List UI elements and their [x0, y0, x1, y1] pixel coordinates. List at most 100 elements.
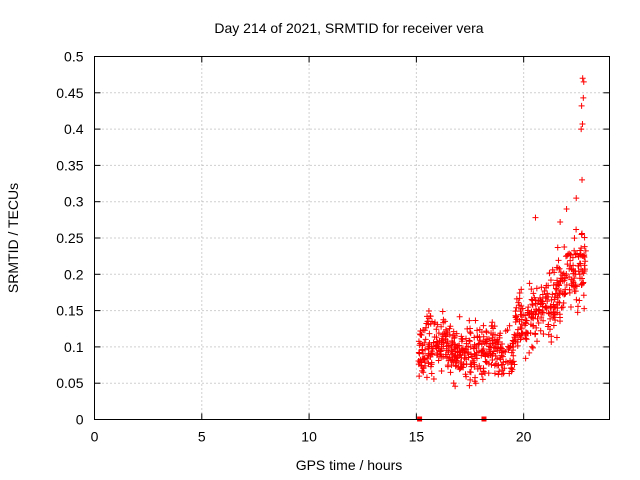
data-point — [522, 335, 529, 342]
data-point — [562, 274, 569, 281]
data-point — [428, 370, 435, 377]
data-point — [519, 305, 526, 312]
data-point — [427, 363, 434, 370]
data-point — [439, 331, 446, 338]
data-point — [540, 317, 547, 324]
data-point — [522, 312, 529, 319]
data-point — [557, 318, 564, 325]
data-point — [557, 288, 564, 295]
data-point — [512, 332, 519, 339]
data-point — [488, 323, 495, 330]
data-point — [559, 304, 566, 311]
grid — [94, 56, 610, 420]
data-point — [535, 320, 542, 327]
data-point — [581, 243, 588, 250]
data-point — [482, 338, 489, 345]
data-point — [563, 205, 570, 212]
data-point — [451, 345, 458, 352]
y-tick-label: 0.4 — [64, 121, 84, 137]
data-point — [464, 325, 471, 332]
x-axis-label: GPS time / hours — [296, 457, 403, 473]
data-point — [580, 94, 587, 101]
plot-frame — [94, 56, 610, 420]
data-point — [513, 295, 520, 302]
data-point — [579, 176, 586, 183]
data-point — [420, 364, 427, 371]
data-point — [547, 277, 554, 284]
y-tick-label: 0.15 — [56, 303, 83, 319]
data-point — [506, 322, 513, 329]
data-point — [550, 313, 557, 320]
data-point — [420, 369, 427, 376]
x-tick-label: 10 — [301, 429, 317, 445]
data-point — [533, 285, 540, 292]
data-point — [444, 338, 451, 345]
data-point — [534, 300, 541, 307]
data-point — [440, 319, 447, 326]
data-point — [474, 327, 481, 334]
data-points — [415, 75, 589, 422]
data-point — [489, 319, 496, 326]
data-point — [492, 343, 499, 350]
data-point — [435, 357, 442, 364]
data-point — [430, 339, 437, 346]
data-point — [431, 333, 438, 340]
data-point — [550, 282, 557, 289]
data-point — [574, 303, 581, 310]
y-tick-label: 0 — [76, 412, 84, 428]
data-point — [581, 305, 588, 312]
data-point — [467, 330, 474, 337]
data-point — [534, 338, 541, 345]
data-point — [528, 308, 535, 315]
data-point — [542, 295, 549, 302]
y-tick-label: 0.3 — [64, 194, 84, 210]
data-point — [426, 330, 433, 337]
data-point — [415, 349, 422, 356]
data-point — [563, 281, 570, 288]
data-point — [479, 376, 486, 383]
data-point — [476, 340, 483, 347]
data-point — [538, 314, 545, 321]
data-point — [495, 339, 502, 346]
data-point — [458, 364, 465, 371]
data-point — [496, 368, 503, 375]
x-tick-label: 20 — [516, 429, 532, 445]
data-point — [433, 326, 440, 333]
data-point — [477, 337, 484, 344]
data-point — [543, 305, 550, 312]
data-point — [499, 353, 506, 360]
data-point — [440, 339, 447, 346]
data-point — [419, 347, 426, 354]
data-point — [531, 331, 538, 338]
data-point — [540, 331, 547, 338]
data-point — [435, 330, 442, 337]
data-point — [537, 327, 544, 334]
data-point — [429, 318, 436, 325]
data-point — [423, 320, 430, 327]
data-point — [573, 226, 580, 233]
x-tick-label: 0 — [91, 429, 99, 445]
data-point — [471, 363, 478, 370]
data-point — [444, 363, 451, 370]
data-point — [530, 290, 537, 297]
data-point — [466, 317, 473, 324]
data-point — [431, 319, 438, 326]
data-point — [557, 269, 564, 276]
data-point — [578, 102, 585, 109]
data-point — [574, 309, 581, 316]
data-point — [482, 358, 489, 365]
data-point — [546, 270, 553, 277]
data-point — [466, 338, 473, 345]
data-point — [467, 376, 474, 383]
data-point — [550, 301, 557, 308]
data-point — [516, 295, 523, 302]
data-point — [514, 326, 521, 333]
data-point — [467, 369, 474, 376]
data-point — [545, 282, 552, 289]
data-point — [471, 343, 478, 350]
data-point — [574, 250, 581, 257]
data-point — [526, 280, 533, 287]
data-point — [463, 346, 470, 353]
data-point — [424, 313, 431, 320]
data-point — [524, 309, 531, 316]
